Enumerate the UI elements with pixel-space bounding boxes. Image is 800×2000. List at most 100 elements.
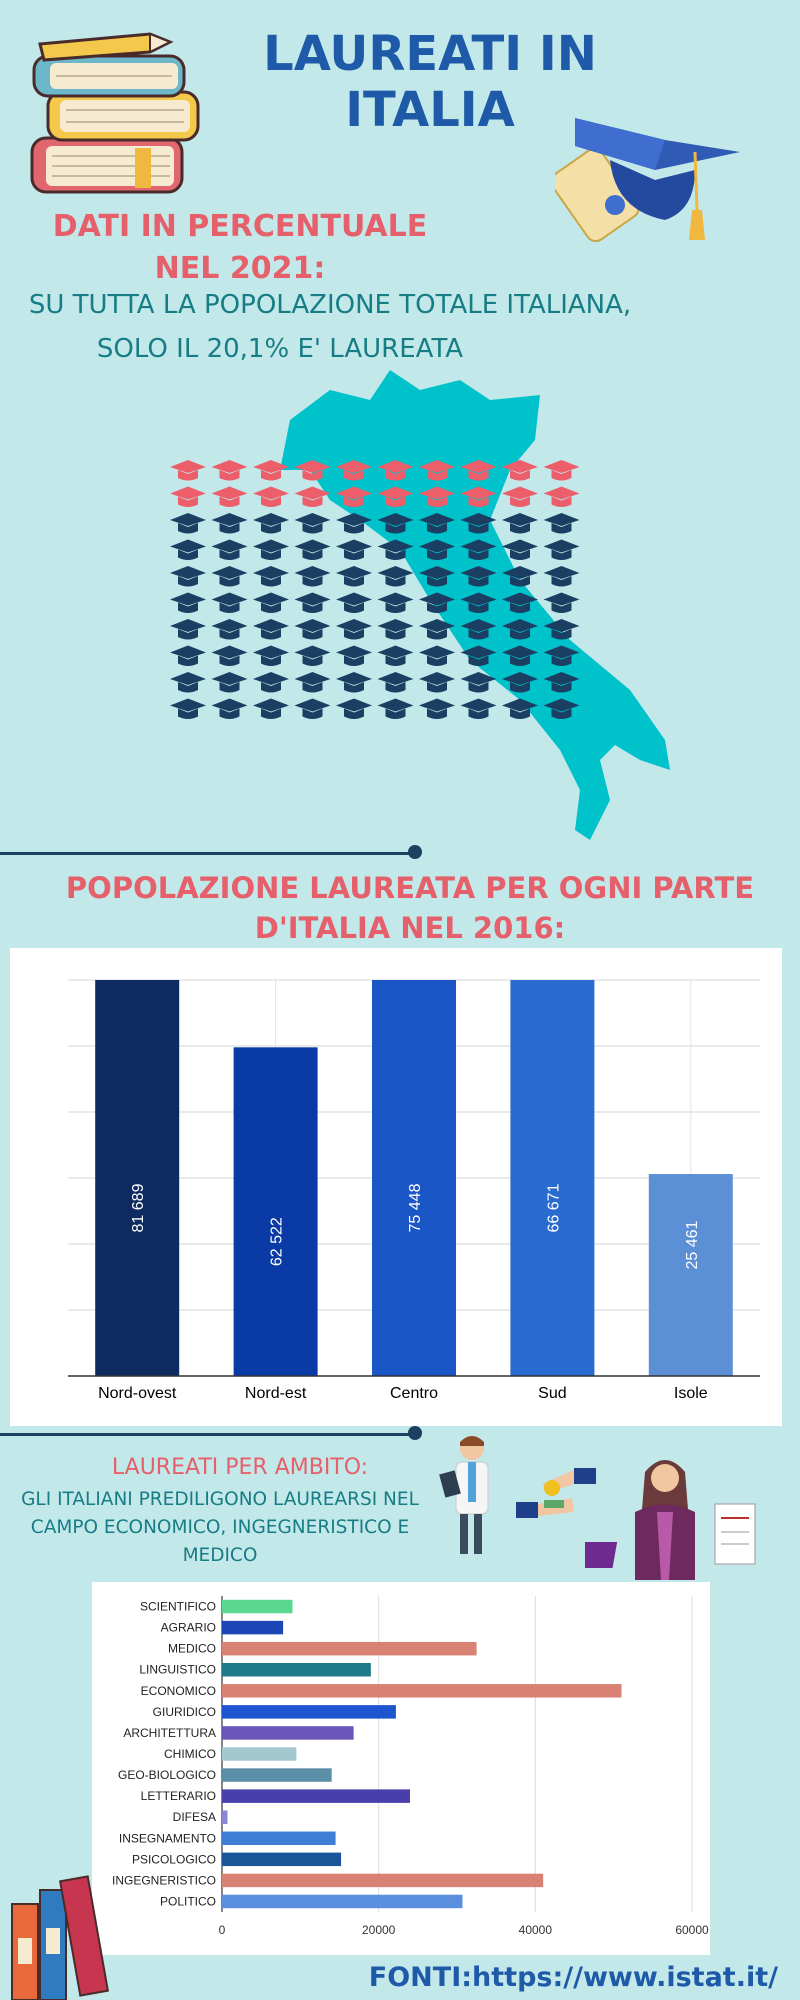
graduation-cap-icon	[555, 118, 740, 243]
cap-icon	[294, 486, 331, 507]
bar	[233, 1047, 318, 1376]
fields-bar-chart: 0 20000 40000 60000 SCIENTIFICO AGRARIO MEDICO…	[92, 1582, 710, 1955]
cap-icon	[377, 592, 414, 613]
category-label: ECONOMICO	[141, 1684, 216, 1698]
cap-icon	[294, 460, 331, 481]
bar	[222, 1852, 342, 1867]
cap-icon	[460, 566, 497, 587]
bar-value-label: 62 522	[269, 1217, 286, 1266]
bar-value-label: 75 448	[407, 1183, 424, 1232]
cap-icon	[294, 672, 331, 693]
italy-map	[280, 370, 670, 840]
cap-icon	[170, 672, 206, 693]
cap-icon	[294, 513, 331, 534]
bar	[222, 1747, 297, 1761]
x-tick-label: 60000	[675, 1923, 709, 1937]
category-label: CHIMICO	[164, 1747, 216, 1761]
category-label: Centro	[390, 1385, 438, 1402]
regions-bar-chart-svg: 81 689 Nord-ovest 62 522 Nord-est 75 448 Cent…	[68, 979, 760, 1402]
cap-icon	[460, 513, 497, 534]
cap-icon	[336, 486, 372, 507]
graduation-caps-grid	[170, 460, 580, 719]
cap-icon	[377, 698, 414, 719]
cap-icon	[502, 566, 538, 587]
cap-icon	[211, 645, 248, 666]
cap-icon	[170, 645, 206, 666]
cap-icon	[336, 539, 372, 560]
cap-icon	[170, 619, 206, 640]
cap-icon	[253, 592, 289, 613]
cap-icon	[502, 698, 538, 719]
section3-text-line2: CAMPO ECONOMICO, INGEGNERISTICO E	[30, 1517, 410, 1538]
category-label: POLITICO	[160, 1894, 216, 1908]
cap-icon	[211, 460, 248, 481]
bar	[222, 1894, 463, 1909]
cap-icon	[336, 592, 372, 613]
cap-icon	[460, 486, 497, 507]
category-label: GEO-BIOLOGICO	[118, 1768, 216, 1782]
bar	[222, 1641, 477, 1656]
cap-icon	[460, 619, 497, 640]
cap-icon	[211, 619, 248, 640]
section1-text-line1: SU TUTTA LA POPOLAZIONE TOTALE ITALIANA,	[28, 290, 632, 320]
bar	[648, 1174, 733, 1376]
section2-heading-line2: D'ITALIA NEL 2016:	[254, 911, 566, 945]
category-label: GIURIDICO	[153, 1705, 216, 1719]
section3-heading: LAUREATI PER AMBITO:	[111, 1455, 369, 1480]
cap-icon	[419, 672, 455, 693]
bar	[510, 980, 595, 1376]
cap-icon	[170, 592, 206, 613]
cap-icon	[170, 460, 206, 481]
books-icon	[11, 1875, 110, 2000]
cap-icon	[502, 486, 538, 507]
section3-text-line3: MEDICO	[182, 1545, 258, 1566]
source-link[interactable]: FONTI:https://www.istat.it/	[368, 1962, 778, 1993]
cap-icon	[460, 698, 497, 719]
money-exchange-icon	[516, 1468, 596, 1518]
cap-icon	[543, 619, 580, 640]
cap-icon	[543, 566, 580, 587]
cap-icon	[336, 513, 372, 534]
cap-icon	[419, 566, 455, 587]
cap-icon	[211, 513, 248, 534]
cap-icon	[211, 486, 248, 507]
bar	[222, 1726, 354, 1740]
x-tick-label: 40000	[519, 1923, 553, 1937]
cap-icon	[460, 645, 497, 666]
bar	[222, 1810, 228, 1824]
cap-icon	[253, 539, 289, 560]
cap-icon	[211, 698, 248, 719]
cap-icon	[294, 566, 331, 587]
cap-icon	[502, 539, 538, 560]
woman-laptop-icon	[585, 1460, 756, 1580]
bar-value-label: 81 689	[130, 1183, 147, 1232]
cap-icon	[170, 698, 206, 719]
cap-icon	[377, 672, 414, 693]
cap-icon	[211, 539, 248, 560]
cap-icon	[377, 566, 414, 587]
regions-bar-chart: 81 689 Nord-ovest 62 522 Nord-est 75 448 Cent…	[10, 948, 782, 1426]
cap-icon	[419, 486, 455, 507]
cap-icon	[502, 619, 538, 640]
bar	[222, 1662, 371, 1677]
cap-icon	[419, 698, 455, 719]
cap-icon	[377, 619, 414, 640]
section1-text-line2: SOLO IL 20,1% E' LAUREATA	[96, 334, 464, 364]
bar-value-label: 25 461	[684, 1220, 701, 1269]
category-label: AGRARIO	[161, 1621, 216, 1635]
cap-icon	[419, 592, 455, 613]
cap-icon	[294, 619, 331, 640]
category-label: INGEGNERISTICO	[112, 1873, 216, 1887]
cap-icon	[253, 566, 289, 587]
cap-icon	[419, 619, 455, 640]
cap-icon	[543, 698, 580, 719]
cap-icon	[377, 513, 414, 534]
bar	[95, 980, 180, 1376]
cap-icon	[211, 592, 248, 613]
cap-icon	[502, 645, 538, 666]
bar	[222, 1831, 336, 1846]
bar	[372, 980, 456, 1376]
cap-icon	[502, 592, 538, 613]
divider-dot	[408, 1426, 422, 1440]
bar	[222, 1620, 284, 1635]
